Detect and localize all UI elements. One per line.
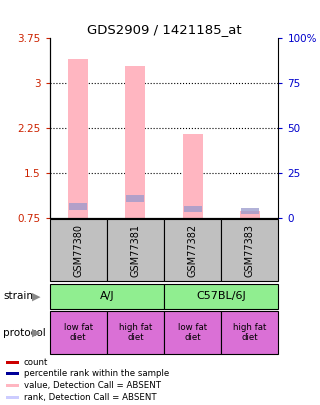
Bar xyxy=(241,208,259,214)
Text: A/J: A/J xyxy=(100,291,114,301)
Bar xyxy=(69,203,87,210)
Text: C57BL/6J: C57BL/6J xyxy=(196,291,246,301)
Bar xyxy=(240,211,260,218)
Bar xyxy=(184,206,202,213)
FancyBboxPatch shape xyxy=(221,311,278,354)
Text: GSM77382: GSM77382 xyxy=(188,224,198,277)
Text: GSM77383: GSM77383 xyxy=(245,224,255,277)
FancyBboxPatch shape xyxy=(164,219,221,281)
Text: low fat
diet: low fat diet xyxy=(64,323,93,342)
Text: high fat
diet: high fat diet xyxy=(119,323,152,342)
Bar xyxy=(125,66,145,218)
FancyBboxPatch shape xyxy=(107,311,164,354)
Bar xyxy=(6,361,19,364)
FancyBboxPatch shape xyxy=(50,284,164,309)
Bar xyxy=(6,373,19,375)
Text: low fat
diet: low fat diet xyxy=(178,323,207,342)
Bar xyxy=(183,134,203,218)
FancyBboxPatch shape xyxy=(164,311,221,354)
Text: count: count xyxy=(24,358,48,367)
Text: percentile rank within the sample: percentile rank within the sample xyxy=(24,369,169,378)
Text: ▶: ▶ xyxy=(32,291,41,301)
FancyBboxPatch shape xyxy=(50,311,107,354)
Text: protocol: protocol xyxy=(3,328,46,338)
Bar xyxy=(68,59,88,218)
Text: GSM77381: GSM77381 xyxy=(131,224,140,277)
Text: value, Detection Call = ABSENT: value, Detection Call = ABSENT xyxy=(24,381,161,390)
Text: ▶: ▶ xyxy=(32,328,41,338)
Text: rank, Detection Call = ABSENT: rank, Detection Call = ABSENT xyxy=(24,393,156,402)
Bar xyxy=(6,384,19,387)
Bar xyxy=(126,195,144,202)
Text: strain: strain xyxy=(3,291,33,301)
FancyBboxPatch shape xyxy=(164,284,278,309)
Bar xyxy=(6,396,19,399)
Title: GDS2909 / 1421185_at: GDS2909 / 1421185_at xyxy=(87,23,241,36)
FancyBboxPatch shape xyxy=(221,219,278,281)
FancyBboxPatch shape xyxy=(107,219,164,281)
FancyBboxPatch shape xyxy=(50,219,107,281)
Text: high fat
diet: high fat diet xyxy=(233,323,267,342)
Text: GSM77380: GSM77380 xyxy=(73,224,83,277)
